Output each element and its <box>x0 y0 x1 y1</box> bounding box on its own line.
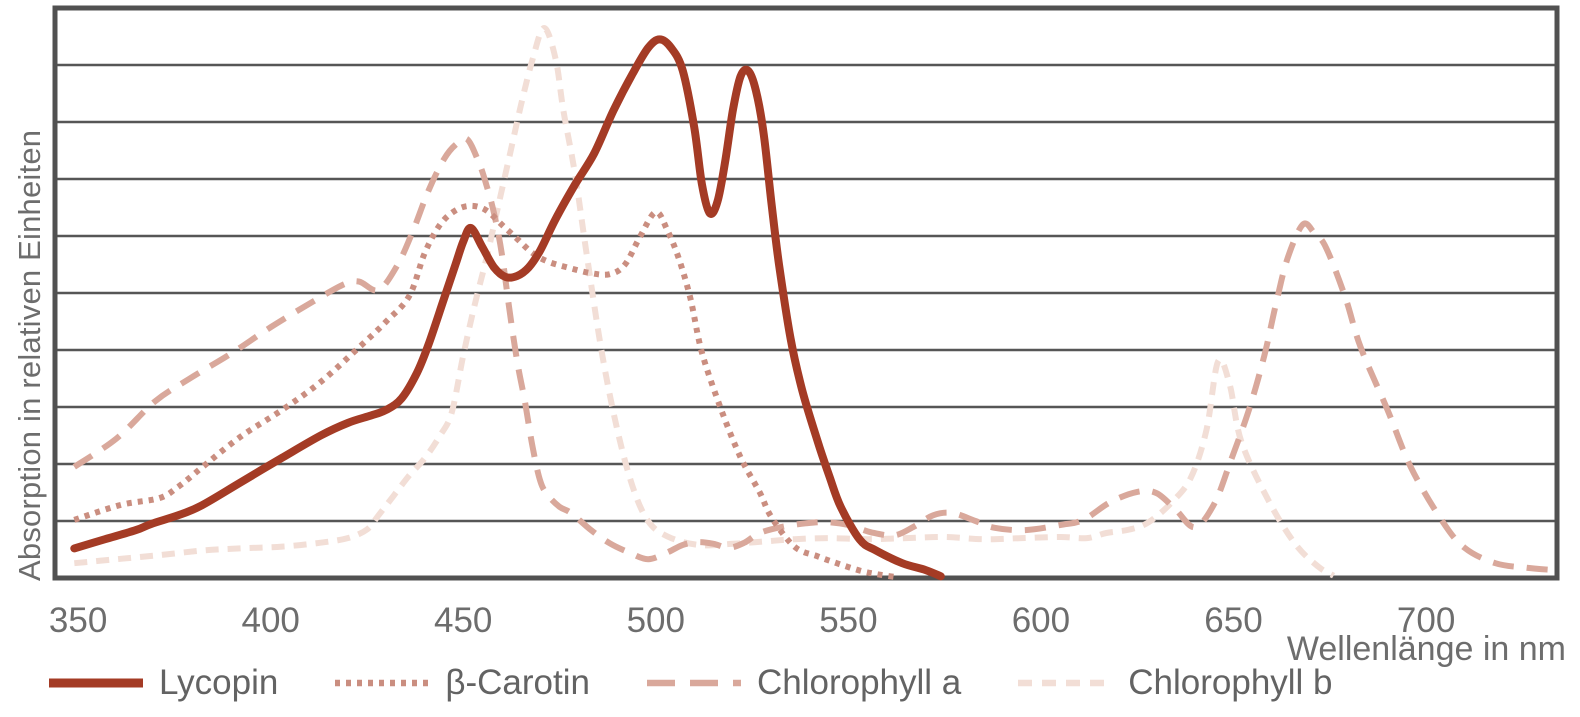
legend-item-chlorophyll-a: Chlorophyll a <box>646 663 961 703</box>
legend-item-lycopin: Lycopin <box>48 663 278 703</box>
legend-swatch-lycopin-line <box>49 678 143 688</box>
y-axis-title: Absorption in relativen Einheiten <box>12 129 47 581</box>
series-line-chlorophyll-a <box>72 135 1554 573</box>
legend-label: Chlorophyll b <box>1128 663 1333 702</box>
x-tick-label: 550 <box>819 601 878 640</box>
x-tick-label: 350 <box>48 601 108 640</box>
legend: Lycopin β-Carotin Chlorophyll a Chlorophyll… <box>48 663 1333 703</box>
x-tick-label: 450 <box>433 601 493 640</box>
series-line-lycopin <box>70 35 945 581</box>
legend-label: Chlorophyll a <box>756 663 962 702</box>
x-tick-label: 500 <box>626 601 685 640</box>
series-line-chlorophyll-b <box>74 25 1336 579</box>
series-line-carotin <box>73 202 899 581</box>
legend-item-chlorophyll-b: Chlorophyll b <box>1017 663 1333 703</box>
x-tick-label: 600 <box>1011 601 1071 640</box>
plot-border <box>52 5 1560 581</box>
legend-swatch-chlorophyll-b-line <box>1018 679 1113 687</box>
x-tick-label: 400 <box>241 601 300 640</box>
x-tick-label: 700 <box>1396 601 1456 640</box>
x-tick-label: 650 <box>1204 601 1263 640</box>
legend-swatch-chlorophyll-a-line <box>646 679 741 687</box>
legend-swatch-carotin-line <box>335 679 430 687</box>
x-axis-title: Wellenlänge in nm <box>1286 630 1566 668</box>
plot-area <box>52 5 1560 581</box>
legend-label: Lycopin <box>159 663 279 702</box>
legend-item-carotin: β-Carotin <box>334 663 590 703</box>
legend-label: β-Carotin <box>445 663 590 702</box>
